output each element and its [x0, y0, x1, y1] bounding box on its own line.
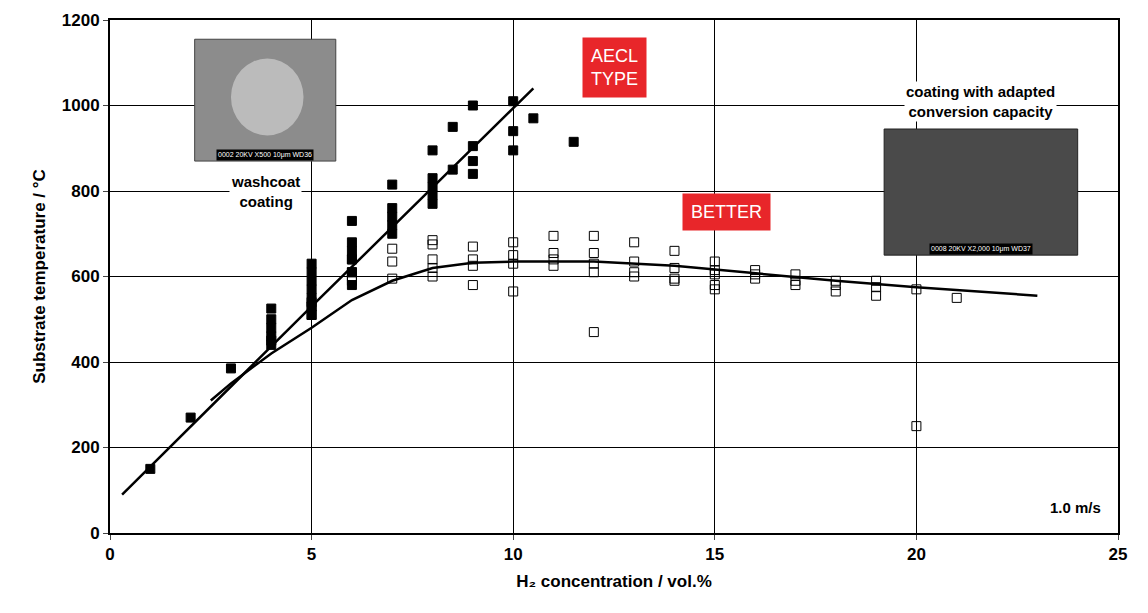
- svg-text:5: 5: [307, 545, 316, 564]
- svg-text:1.0 m/s: 1.0 m/s: [1050, 499, 1101, 516]
- svg-text:AECLTYPE: AECLTYPE: [591, 46, 638, 89]
- svg-text:15: 15: [705, 545, 724, 564]
- svg-text:0: 0: [90, 524, 99, 543]
- svg-text:0002 20KV X500 10μm WD36: 0002 20KV X500 10μm WD36: [218, 151, 312, 159]
- svg-text:1000: 1000: [62, 96, 100, 115]
- svg-text:20: 20: [907, 545, 926, 564]
- svg-text:600: 600: [71, 267, 99, 286]
- svg-text:washcoatcoating: washcoatcoating: [231, 173, 300, 210]
- svg-text:coating with adaptedconversion: coating with adaptedconversion capacity: [906, 83, 1055, 120]
- svg-text:400: 400: [71, 353, 99, 372]
- svg-text:200: 200: [71, 438, 99, 457]
- svg-text:H₂ concentration / vol.%: H₂ concentration / vol.%: [516, 572, 712, 591]
- svg-text:0008 20KV X2,000 10μm WD37: 0008 20KV X2,000 10μm WD37: [931, 245, 1031, 253]
- svg-text:25: 25: [1109, 545, 1128, 564]
- svg-text:0: 0: [105, 545, 114, 564]
- svg-text:BETTER: BETTER: [691, 202, 762, 222]
- svg-text:1200: 1200: [62, 11, 100, 30]
- svg-text:Substrate temperature / °C: Substrate temperature / °C: [30, 169, 49, 384]
- svg-text:10: 10: [504, 545, 523, 564]
- svg-text:800: 800: [71, 182, 99, 201]
